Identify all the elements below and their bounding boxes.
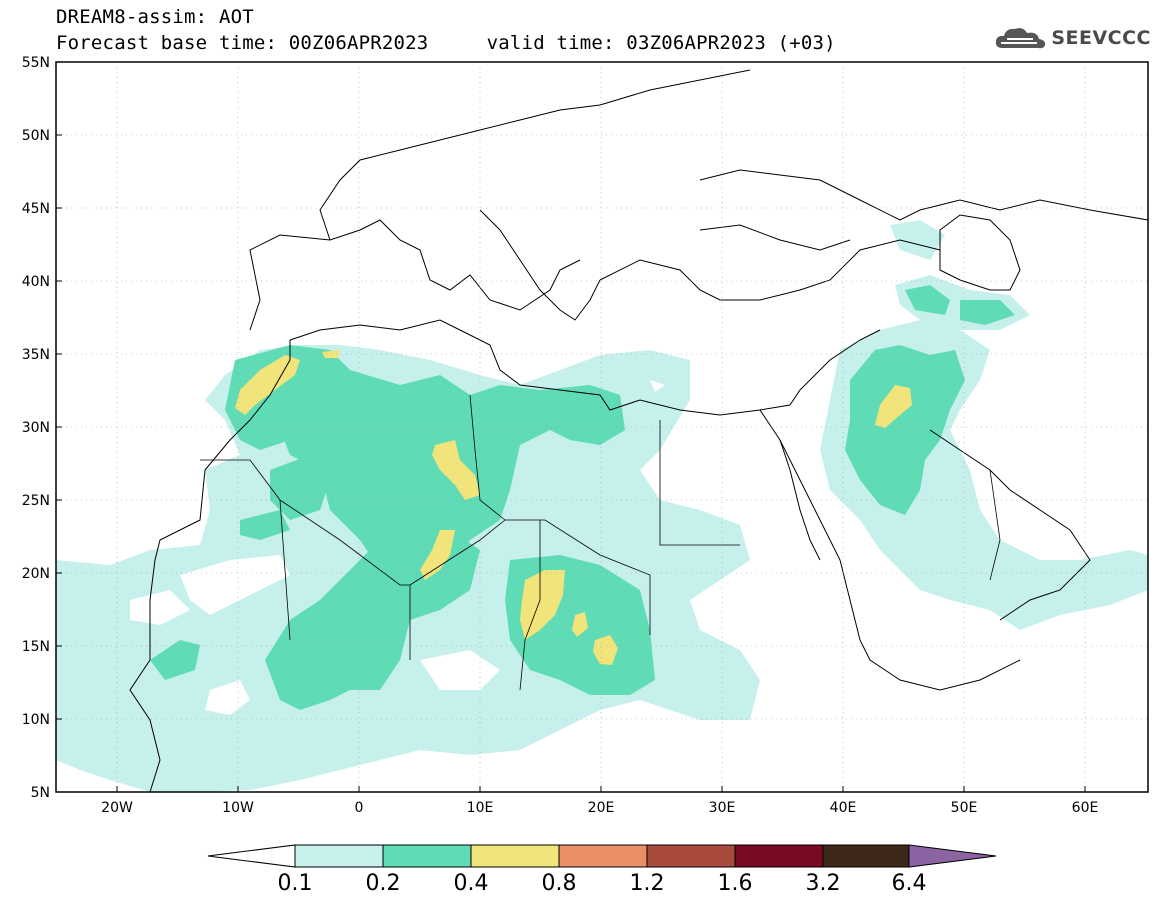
lon-labels: 20W 10W 0 10E 20E 30E 40E 50E 60E [101, 800, 1098, 816]
colorbar-label: 0.8 [542, 871, 577, 896]
lon-label: 20E [588, 800, 615, 816]
lat-label: 30N [22, 420, 50, 436]
map-title: DREAM8-assim: AOT [56, 6, 254, 28]
colorbar-label: 3.2 [806, 871, 841, 896]
lat-labels: 55N 50N 45N 40N 35N 30N 25N 20N 15N 10N … [22, 55, 50, 801]
aot-gaps [130, 380, 665, 715]
lat-label: 10N [22, 712, 50, 728]
lon-label: 50E [951, 800, 978, 816]
colorbar-swatch [470, 844, 560, 868]
logo-text: SEEVCCC [1051, 27, 1151, 49]
colorbar-label: 1.2 [630, 871, 665, 896]
colorbar-arrow-right [908, 844, 997, 868]
lat-label: 45N [22, 201, 50, 217]
lon-label: 40E [830, 800, 857, 816]
colorbar-label: 6.4 [892, 871, 927, 896]
colorbar-label: 0.1 [278, 871, 313, 896]
lon-label: 10E [467, 800, 494, 816]
colorbar-label: 1.6 [718, 871, 753, 896]
aot-field [56, 220, 1148, 792]
coastlines [129, 69, 1148, 792]
lat-label: 5N [31, 785, 50, 801]
lon-label: 0 [355, 800, 364, 816]
colorbar-swatch [294, 844, 384, 868]
lon-label: 10W [222, 800, 254, 816]
lat-label: 55N [22, 55, 50, 71]
colorbar: 0.1 0.2 0.4 0.8 1.2 1.6 3.2 6.4 [207, 844, 997, 896]
cloud-icon [996, 28, 1046, 49]
lat-label: 50N [22, 128, 50, 144]
colorbar-swatch [558, 844, 648, 868]
map-subtitle: Forecast base time: 00Z06APR2023 valid t… [56, 32, 836, 54]
colorbar-swatch [734, 844, 824, 868]
colorbar-swatch [382, 844, 472, 868]
colorbar-swatch [646, 844, 736, 868]
lat-label: 40N [22, 274, 50, 290]
lon-label: 20W [101, 800, 133, 816]
lat-label: 25N [22, 493, 50, 509]
colorbar-arrow-left [207, 844, 296, 868]
lon-label: 60E [1072, 800, 1099, 816]
tick-marks [56, 134, 1086, 792]
lon-label: 30E [709, 800, 736, 816]
colorbar-label: 0.2 [366, 871, 401, 896]
lat-label: 20N [22, 566, 50, 582]
graticule [56, 62, 1148, 792]
borders [200, 394, 1001, 691]
lat-label: 35N [22, 347, 50, 363]
colorbar-label: 0.4 [454, 871, 489, 896]
seevccc-logo: SEEVCCC [993, 24, 1151, 52]
colorbar-swatch [822, 844, 910, 868]
lat-label: 15N [22, 639, 50, 655]
